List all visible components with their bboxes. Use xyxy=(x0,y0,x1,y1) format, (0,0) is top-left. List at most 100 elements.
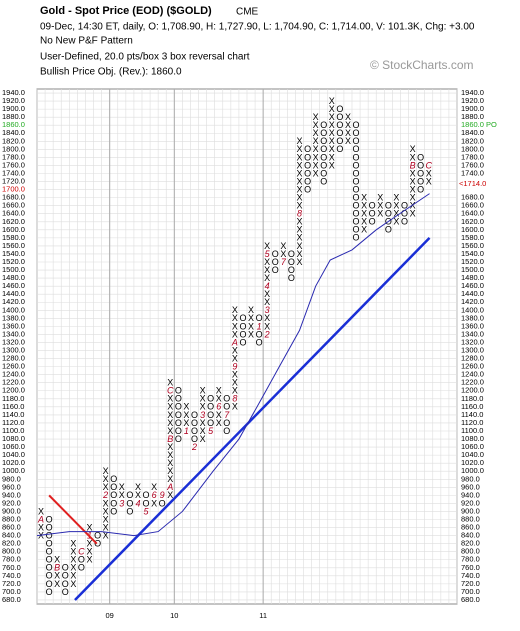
x-box: X xyxy=(313,160,319,170)
o-box: O xyxy=(191,410,198,420)
o-box: O xyxy=(417,152,424,162)
x-box: X xyxy=(264,289,270,299)
x-box: X xyxy=(426,176,432,186)
last-price-label: <1714.0 xyxy=(459,179,486,188)
o-box: O xyxy=(110,498,117,508)
x-box: X xyxy=(167,378,173,388)
y-tick-label: 1360.0 xyxy=(2,321,25,330)
x-box: X xyxy=(313,136,319,146)
o-box: O xyxy=(223,394,230,404)
o-box: O xyxy=(304,144,311,154)
x-box: X xyxy=(135,482,141,492)
y-tick-label-right: 940.0 xyxy=(461,490,480,499)
y-tick-label: 740.0 xyxy=(2,571,21,580)
o-box: O xyxy=(110,506,117,516)
y-tick-label: 1640.0 xyxy=(2,209,25,218)
x-box: X xyxy=(119,482,125,492)
x-box: X xyxy=(216,410,222,420)
y-tick-label: 1520.0 xyxy=(2,257,25,266)
o-box: O xyxy=(110,482,117,492)
x-box: X xyxy=(296,144,302,154)
o-box: O xyxy=(46,514,53,524)
o-box: O xyxy=(272,257,279,267)
o-box: O xyxy=(207,394,214,404)
y-tick-label: 1440.0 xyxy=(2,289,25,298)
y-tick-label-right: 1220.0 xyxy=(461,378,484,387)
y-tick-label: 1760.0 xyxy=(2,160,25,169)
o-box: O xyxy=(417,184,424,194)
o-box: O xyxy=(369,201,376,211)
o-box: O xyxy=(353,176,360,186)
month-label: B xyxy=(410,160,416,170)
x-box: X xyxy=(377,193,383,203)
y-tick-label-right: 720.0 xyxy=(461,579,480,588)
y-tick-label: 1660.0 xyxy=(2,201,25,210)
y-tick-label: 1800.0 xyxy=(2,144,25,153)
month-label: A xyxy=(37,514,44,524)
x-box: X xyxy=(167,474,173,484)
x-box: X xyxy=(200,394,206,404)
o-box: O xyxy=(336,120,343,130)
y-tick-label: 1740.0 xyxy=(2,168,25,177)
x-box: X xyxy=(216,418,222,428)
x-box: X xyxy=(361,201,367,211)
x-box: X xyxy=(296,257,302,267)
y-tick-label: 1080.0 xyxy=(2,434,25,443)
y-tick-label: 700.0 xyxy=(2,587,21,596)
y-tick-label: 880.0 xyxy=(2,514,21,523)
pattern: No New P&F Pattern xyxy=(40,36,133,47)
y-tick-label-right: 1900.0 xyxy=(461,104,484,113)
o-box: O xyxy=(353,144,360,154)
x-box: X xyxy=(54,555,60,565)
x-box: X xyxy=(329,152,335,162)
y-tick-label-right: 1280.0 xyxy=(461,354,484,363)
x-box: X xyxy=(103,466,109,476)
y-tick-label-right: 1620.0 xyxy=(461,217,484,226)
x-box: X xyxy=(329,96,335,106)
y-tick-label: 1200.0 xyxy=(2,386,25,395)
o-box: O xyxy=(353,193,360,203)
y-tick-label-right: 960.0 xyxy=(461,482,480,491)
o-box: O xyxy=(417,176,424,186)
x-box: X xyxy=(264,321,270,331)
y-tick-label-right: 1060.0 xyxy=(461,442,484,451)
o-box: O xyxy=(320,144,327,154)
month-label: 5 xyxy=(265,249,271,259)
x-box: X xyxy=(70,563,76,573)
month-label: B xyxy=(167,434,173,444)
y-tick-label: 680.0 xyxy=(2,595,21,604)
x-box: X xyxy=(377,201,383,211)
y-tick-label: 1340.0 xyxy=(2,329,25,338)
x-box: X xyxy=(361,209,367,219)
x-box: X xyxy=(329,144,335,154)
x-box: X xyxy=(167,418,173,428)
o-box: O xyxy=(417,160,424,170)
y-tick-label: 960.0 xyxy=(2,482,21,491)
x-box: X xyxy=(393,217,399,227)
o-box: O xyxy=(385,225,392,235)
x-box: X xyxy=(70,579,76,589)
o-box: O xyxy=(272,249,279,259)
o-box: O xyxy=(223,418,230,428)
o-box: O xyxy=(78,563,85,573)
o-box: O xyxy=(353,160,360,170)
x-box: X xyxy=(393,193,399,203)
y-tick-label: 1540.0 xyxy=(2,249,25,258)
o-box: O xyxy=(336,112,343,122)
y-tick-label-right: 1160.0 xyxy=(461,402,483,411)
y-tick-label: 1920.0 xyxy=(2,96,25,105)
x-box: X xyxy=(296,136,302,146)
x-box: X xyxy=(54,579,60,589)
x-tick-label: 10 xyxy=(170,611,178,620)
o-box: O xyxy=(223,402,230,412)
x-box: X xyxy=(86,555,92,565)
x-box: X xyxy=(410,209,416,219)
y-tick-label-right: 1080.0 xyxy=(461,434,484,443)
y-tick-label-right: 1100.0 xyxy=(461,426,483,435)
o-box: O xyxy=(353,201,360,211)
y-tick-label: 1580.0 xyxy=(2,233,25,242)
x-box: X xyxy=(151,498,157,508)
y-tick-label: 1100.0 xyxy=(2,426,24,435)
y-tick-label: 1460.0 xyxy=(2,281,25,290)
y-tick-label-right: 920.0 xyxy=(461,498,480,507)
